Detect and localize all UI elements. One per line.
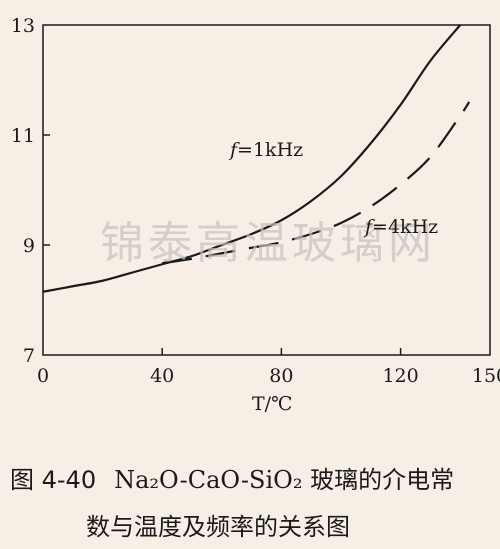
x-tick-label-120: 120	[382, 365, 418, 387]
x-tick-label-0: 0	[37, 365, 49, 387]
curve-label-4khz-f: f	[363, 216, 375, 238]
curve-label-4khz-value: 4kHz	[388, 216, 438, 238]
caption-text-1: Na₂O-CaO-SiO₂ 玻璃的介电常	[114, 466, 455, 494]
tick-marks	[43, 134, 402, 355]
curve-label-1khz-eq: =	[237, 139, 253, 161]
figure-caption-line2: 数与温度及频率的关系图	[86, 507, 500, 542]
figure-number: 图 4-40	[10, 466, 97, 494]
plot-frame	[42, 24, 491, 356]
y-tick-label-9: 9	[23, 235, 35, 257]
caption-text-2: 数与温度及频率的关系图	[86, 513, 350, 541]
series-line-1khz	[42, 24, 462, 293]
watermark-text: 锦泰高温玻璃网	[100, 218, 436, 269]
x-tick-label-80: 80	[269, 365, 293, 387]
y-tick-label-7: 7	[23, 345, 35, 367]
x-tick-label-150: 150	[472, 365, 500, 387]
figure-caption-line1: 图 4-40 Na₂O-CaO-SiO₂ 玻璃的介电常	[10, 460, 500, 495]
curve-label-4khz-eq: =	[372, 216, 388, 238]
y-tick-label-13: 13	[11, 15, 35, 37]
x-axis-label: T/℃	[252, 393, 292, 415]
chart-svg: 04080120150791113 锦泰高温玻璃网 f=1kHz f=4kHz …	[11, 15, 500, 415]
tick-labels: 0 40 80 120 150 7 9 11 13	[11, 15, 500, 387]
curve-label-1khz-value: 1kHz	[253, 139, 303, 161]
x-tick-label-40: 40	[150, 365, 174, 387]
series-line-4khz	[162, 101, 471, 265]
y-tick-label-11: 11	[11, 125, 35, 147]
curve-label-1khz: f=1kHz	[228, 139, 303, 161]
curve-label-1khz-f: f	[228, 139, 240, 161]
curve-label-4khz: f=4kHz	[363, 216, 438, 238]
series-lines	[42, 24, 471, 293]
